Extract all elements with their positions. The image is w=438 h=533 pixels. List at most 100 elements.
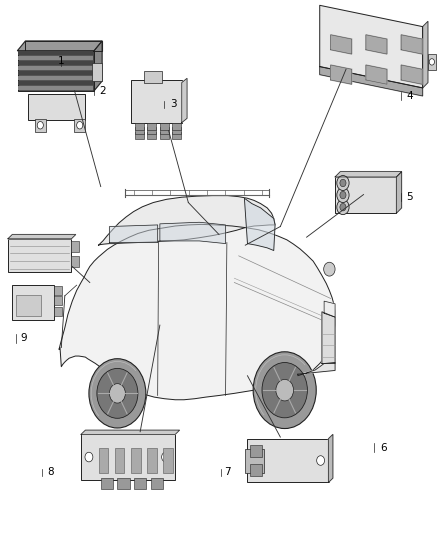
Bar bbox=[81, 434, 175, 480]
Bar bbox=[18, 51, 93, 55]
Bar bbox=[250, 445, 262, 457]
Bar bbox=[54, 307, 62, 316]
Bar bbox=[16, 295, 41, 316]
Bar bbox=[172, 123, 181, 130]
Text: 4: 4 bbox=[406, 91, 413, 101]
Bar bbox=[18, 76, 93, 80]
Bar bbox=[18, 86, 93, 90]
Text: 8: 8 bbox=[47, 467, 54, 477]
Polygon shape bbox=[324, 301, 335, 317]
Bar bbox=[71, 256, 79, 266]
Bar bbox=[135, 127, 144, 134]
Circle shape bbox=[97, 368, 138, 418]
Circle shape bbox=[337, 200, 349, 215]
Bar bbox=[250, 464, 262, 476]
Bar bbox=[147, 448, 157, 473]
Circle shape bbox=[262, 362, 307, 418]
Text: 7: 7 bbox=[224, 467, 231, 477]
Bar bbox=[92, 62, 102, 80]
Circle shape bbox=[340, 179, 346, 187]
Bar bbox=[74, 119, 85, 132]
Polygon shape bbox=[8, 235, 76, 239]
Bar bbox=[18, 66, 93, 70]
Polygon shape bbox=[401, 35, 422, 54]
Bar bbox=[245, 449, 264, 473]
Circle shape bbox=[337, 175, 349, 190]
Polygon shape bbox=[331, 65, 352, 84]
Bar bbox=[172, 132, 181, 139]
Bar bbox=[117, 478, 130, 489]
Polygon shape bbox=[366, 65, 387, 84]
Bar bbox=[54, 286, 62, 295]
Circle shape bbox=[337, 188, 349, 203]
Bar bbox=[160, 132, 169, 139]
Text: 3: 3 bbox=[170, 99, 177, 109]
Text: 9: 9 bbox=[21, 334, 28, 343]
Polygon shape bbox=[328, 434, 333, 482]
Bar bbox=[160, 123, 169, 130]
Circle shape bbox=[253, 352, 316, 429]
Bar bbox=[101, 478, 113, 489]
Text: 2: 2 bbox=[99, 86, 106, 95]
Text: 5: 5 bbox=[406, 192, 413, 202]
Bar bbox=[428, 54, 436, 70]
Circle shape bbox=[85, 452, 93, 462]
Circle shape bbox=[110, 384, 125, 403]
Bar bbox=[135, 123, 144, 130]
Polygon shape bbox=[59, 224, 335, 400]
Bar bbox=[335, 177, 396, 213]
Circle shape bbox=[324, 262, 335, 276]
Polygon shape bbox=[322, 312, 335, 364]
Polygon shape bbox=[18, 41, 102, 51]
Polygon shape bbox=[99, 196, 275, 245]
Polygon shape bbox=[298, 362, 335, 376]
Bar bbox=[18, 56, 93, 60]
Polygon shape bbox=[81, 430, 180, 434]
Bar bbox=[18, 61, 93, 65]
Bar bbox=[99, 448, 108, 473]
Circle shape bbox=[37, 122, 43, 129]
Bar bbox=[18, 81, 93, 85]
Polygon shape bbox=[335, 172, 402, 177]
Polygon shape bbox=[182, 78, 187, 123]
Bar bbox=[134, 478, 146, 489]
Bar bbox=[54, 296, 62, 305]
Circle shape bbox=[317, 456, 325, 465]
Bar bbox=[131, 80, 182, 123]
Bar bbox=[147, 127, 156, 134]
Bar bbox=[8, 239, 71, 272]
Polygon shape bbox=[396, 172, 402, 213]
Polygon shape bbox=[94, 41, 102, 91]
Bar bbox=[147, 132, 156, 139]
Circle shape bbox=[429, 59, 434, 65]
Bar bbox=[160, 127, 169, 134]
Text: 1: 1 bbox=[58, 56, 65, 66]
Bar bbox=[144, 71, 162, 83]
Bar bbox=[71, 241, 79, 252]
Polygon shape bbox=[160, 222, 226, 244]
Bar bbox=[163, 448, 173, 473]
Circle shape bbox=[340, 191, 346, 199]
Bar bbox=[172, 127, 181, 134]
Bar bbox=[151, 478, 163, 489]
Circle shape bbox=[77, 122, 83, 129]
Circle shape bbox=[276, 379, 293, 401]
Polygon shape bbox=[331, 35, 352, 54]
Text: 6: 6 bbox=[380, 443, 387, 453]
Bar bbox=[35, 119, 46, 132]
Bar bbox=[18, 71, 93, 75]
Bar bbox=[28, 94, 85, 120]
Polygon shape bbox=[25, 41, 102, 51]
Polygon shape bbox=[110, 225, 158, 243]
Bar bbox=[18, 51, 94, 91]
Polygon shape bbox=[320, 5, 423, 88]
Bar bbox=[12, 285, 54, 320]
Circle shape bbox=[89, 359, 146, 428]
Circle shape bbox=[340, 204, 346, 211]
Circle shape bbox=[162, 452, 170, 462]
Bar bbox=[147, 123, 156, 130]
Bar bbox=[115, 448, 124, 473]
Polygon shape bbox=[423, 21, 428, 88]
Bar bbox=[131, 448, 141, 473]
Bar bbox=[247, 439, 328, 482]
